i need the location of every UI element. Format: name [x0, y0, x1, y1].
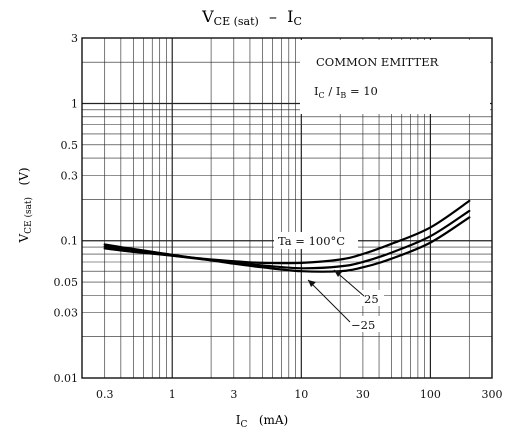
- x-label-unit: (mA): [259, 413, 288, 427]
- title-main-sub: CE (sat): [214, 15, 259, 28]
- x-label-sub: C: [240, 420, 247, 430]
- ta-label-bg: [274, 232, 358, 249]
- x-tick-label: 0.3: [96, 388, 114, 401]
- chart-title: VCE (sat) – IC: [201, 7, 302, 28]
- title-var-sub: C: [293, 15, 301, 28]
- curve-label-100: Ta = 100°C: [278, 234, 345, 248]
- curve-ta-minus25: [103, 216, 471, 273]
- leader-minus25: [307, 279, 351, 323]
- legend-box: [300, 40, 490, 114]
- x-tick-label: 300: [482, 388, 503, 401]
- y-label-main: V: [17, 234, 31, 244]
- curve-label-minus25: −25: [351, 318, 375, 332]
- x-tick-label: 100: [420, 388, 441, 401]
- y-tick-label: 1: [71, 97, 78, 110]
- title-dash: –: [269, 7, 277, 26]
- title-var: I: [287, 7, 293, 26]
- y-tick-label: 0.05: [54, 276, 79, 289]
- y-axis-label: VCE (sat) (V): [17, 167, 34, 243]
- legend-line-1: COMMON EMITTER: [316, 55, 439, 69]
- y-tick-label: 3: [71, 32, 78, 45]
- label-m25-bg: [347, 316, 383, 332]
- curves: [103, 199, 471, 273]
- leader-arrow-25: [334, 270, 342, 277]
- y-tick-label: 0.5: [61, 139, 79, 152]
- y-tick-label: 0.1: [61, 235, 79, 248]
- curve-label-25: 25: [364, 292, 379, 306]
- plot-frame: [81, 37, 493, 379]
- ticks: 0.3 1 3 10 30 100 300 0.01 0.03 0.05 0.1 0.3 0.5 1 3: [54, 32, 503, 401]
- y-tick-label: 0.03: [54, 307, 79, 320]
- x-tick-label: 30: [356, 388, 370, 401]
- title-main: V: [201, 7, 214, 26]
- x-tick-label: 3: [230, 388, 237, 401]
- x-tick-label: 1: [169, 388, 176, 401]
- legend-line-2: IC / IB = 10: [314, 84, 378, 100]
- y-tick-label: 0.3: [61, 169, 79, 182]
- label-25-bg: [360, 290, 384, 306]
- x-axis-label: IC (mA): [236, 413, 289, 430]
- y-label-unit: (V): [17, 167, 31, 185]
- leader-arrow-minus25: [308, 280, 316, 287]
- y-tick-label: 0.01: [54, 372, 79, 385]
- x-label-main: I: [236, 413, 241, 427]
- y-label-sub: CE (sat): [23, 197, 34, 234]
- x-tick-label: 10: [294, 388, 308, 401]
